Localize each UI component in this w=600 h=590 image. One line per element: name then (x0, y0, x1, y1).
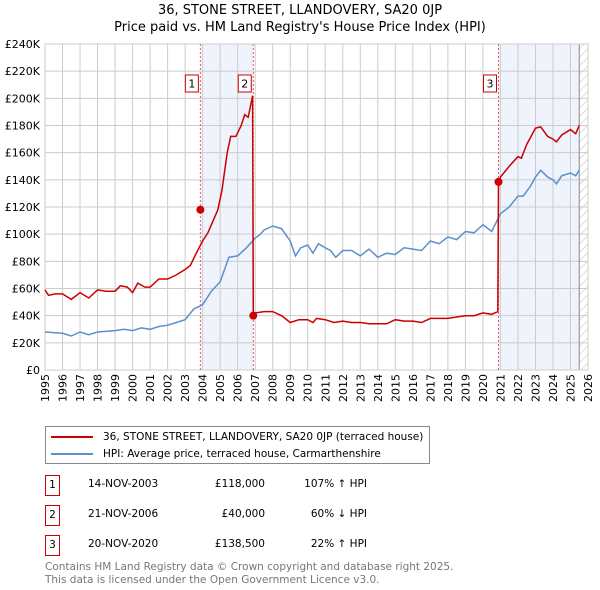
x-tick-label: 2013 (354, 374, 367, 402)
x-tick-label: 1999 (109, 374, 122, 402)
legend-swatch-red (51, 436, 93, 438)
sale-label: 2 (241, 78, 248, 91)
y-tick-label: £120K (5, 201, 41, 214)
sale-row: 3 20-NOV-2020 £138,500 22% ↑ HPI (45, 535, 405, 557)
footer-licence: This data is licensed under the Open Gov… (45, 574, 380, 586)
sale-price: £118,000 (214, 478, 265, 490)
x-tick-label: 2012 (337, 374, 350, 402)
x-tick-label: 2021 (494, 374, 507, 402)
x-tick-label: 1998 (92, 374, 105, 402)
x-tick-label: 2026 (582, 374, 595, 402)
x-tick-label: 2002 (162, 374, 175, 402)
y-tick-label: £140K (5, 174, 41, 187)
x-tick-label: 2019 (459, 374, 472, 402)
sale-number: 3 (45, 535, 60, 556)
sale-point (249, 311, 258, 320)
sale-hpi-diff: 22% ↑ HPI (310, 538, 367, 550)
x-tick-label: 1997 (74, 374, 87, 402)
y-tick-label: £160K (5, 147, 41, 160)
sale-hpi-diff: 107% ↑ HPI (304, 478, 367, 490)
y-tick-label: £0 (26, 364, 40, 377)
sale-row: 2 21-NOV-2006 £40,000 60% ↓ HPI (45, 505, 405, 527)
sale-label-box (237, 74, 252, 93)
y-tick-label: £220K (5, 65, 41, 78)
sale-label-box (482, 74, 497, 93)
x-tick-label: 2010 (302, 374, 315, 402)
x-tick-label: 1995 (39, 374, 52, 402)
legend-label-property: 36, STONE STREET, LLANDOVERY, SA20 0JP (… (103, 431, 424, 443)
x-tick-label: 2006 (232, 374, 245, 402)
x-tick-label: 2008 (267, 374, 280, 402)
sale-date: 20-NOV-2020 (88, 538, 159, 550)
sale-number: 1 (45, 475, 60, 496)
x-tick-label: 2007 (249, 374, 262, 402)
price-series-line (44, 95, 580, 325)
legend: 36, STONE STREET, LLANDOVERY, SA20 0JP (… (45, 426, 430, 464)
x-tick-label: 2009 (284, 374, 297, 402)
y-tick-label: £60K (12, 283, 41, 296)
x-tick-label: 2000 (127, 374, 140, 402)
sale-label: 3 (486, 78, 493, 91)
sale-label: 1 (188, 78, 195, 91)
x-tick-label: 2005 (214, 374, 227, 402)
y-tick-label: £20K (12, 337, 41, 350)
sale-date: 14-NOV-2003 (88, 478, 159, 490)
sale-hpi-diff: 60% ↓ HPI (310, 508, 367, 520)
sale-number: 2 (45, 505, 60, 526)
hpi-series-line (44, 169, 580, 337)
x-tick-label: 2025 (564, 374, 577, 402)
price-chart: 1995 1996 1997 1998 1999 2000 2001 2002 2003 2004… (5, 38, 595, 402)
sale-label-box (184, 74, 199, 93)
y-tick-label: £100K (5, 228, 41, 241)
legend-item-hpi: HPI: Average price, terraced house, Carm… (51, 446, 381, 462)
y-tick-label: £240K (5, 38, 41, 51)
x-tick-label: 2017 (424, 374, 437, 402)
y-tick-label: £80K (12, 255, 41, 268)
x-tick-label: 2011 (319, 374, 332, 402)
legend-swatch-blue (51, 453, 93, 455)
x-tick-label: 1996 (57, 374, 70, 402)
sale-point (196, 205, 205, 214)
chart-title: 36, STONE STREET, LLANDOVERY, SA20 0JP (157, 3, 443, 18)
legend-item-property: 36, STONE STREET, LLANDOVERY, SA20 0JP (… (51, 429, 423, 445)
footer-copyright: Contains HM Land Registry data © Crown c… (45, 561, 454, 573)
sale-row: 1 14-NOV-2003 £118,000 107% ↑ HPI (45, 475, 405, 497)
y-tick-label: £40K (12, 310, 41, 323)
sale-point (494, 177, 503, 186)
sale-date: 21-NOV-2006 (88, 508, 159, 520)
y-tick-label: £180K (5, 120, 41, 133)
x-tick-label: 2004 (197, 374, 210, 402)
x-tick-label: 2022 (512, 374, 525, 402)
x-tick-label: 2014 (372, 374, 385, 402)
x-tick-label: 2024 (547, 374, 560, 402)
y-tick-label: £200K (5, 92, 41, 105)
x-tick-label: 2016 (407, 374, 420, 402)
x-tick-label: 2020 (477, 374, 490, 402)
sale-price: £138,500 (214, 538, 265, 550)
legend-label-hpi: HPI: Average price, terraced house, Carm… (103, 448, 381, 460)
x-tick-label: 2015 (389, 374, 402, 402)
x-tick-label: 2003 (179, 374, 192, 402)
sale-price: £40,000 (221, 508, 265, 520)
x-tick-label: 2018 (442, 374, 455, 402)
plot-border (44, 43, 589, 371)
x-tick-label: 2001 (144, 374, 157, 402)
chart-subtitle: Price paid vs. HM Land Registry's House … (114, 20, 486, 35)
x-tick-label: 2023 (529, 374, 542, 402)
